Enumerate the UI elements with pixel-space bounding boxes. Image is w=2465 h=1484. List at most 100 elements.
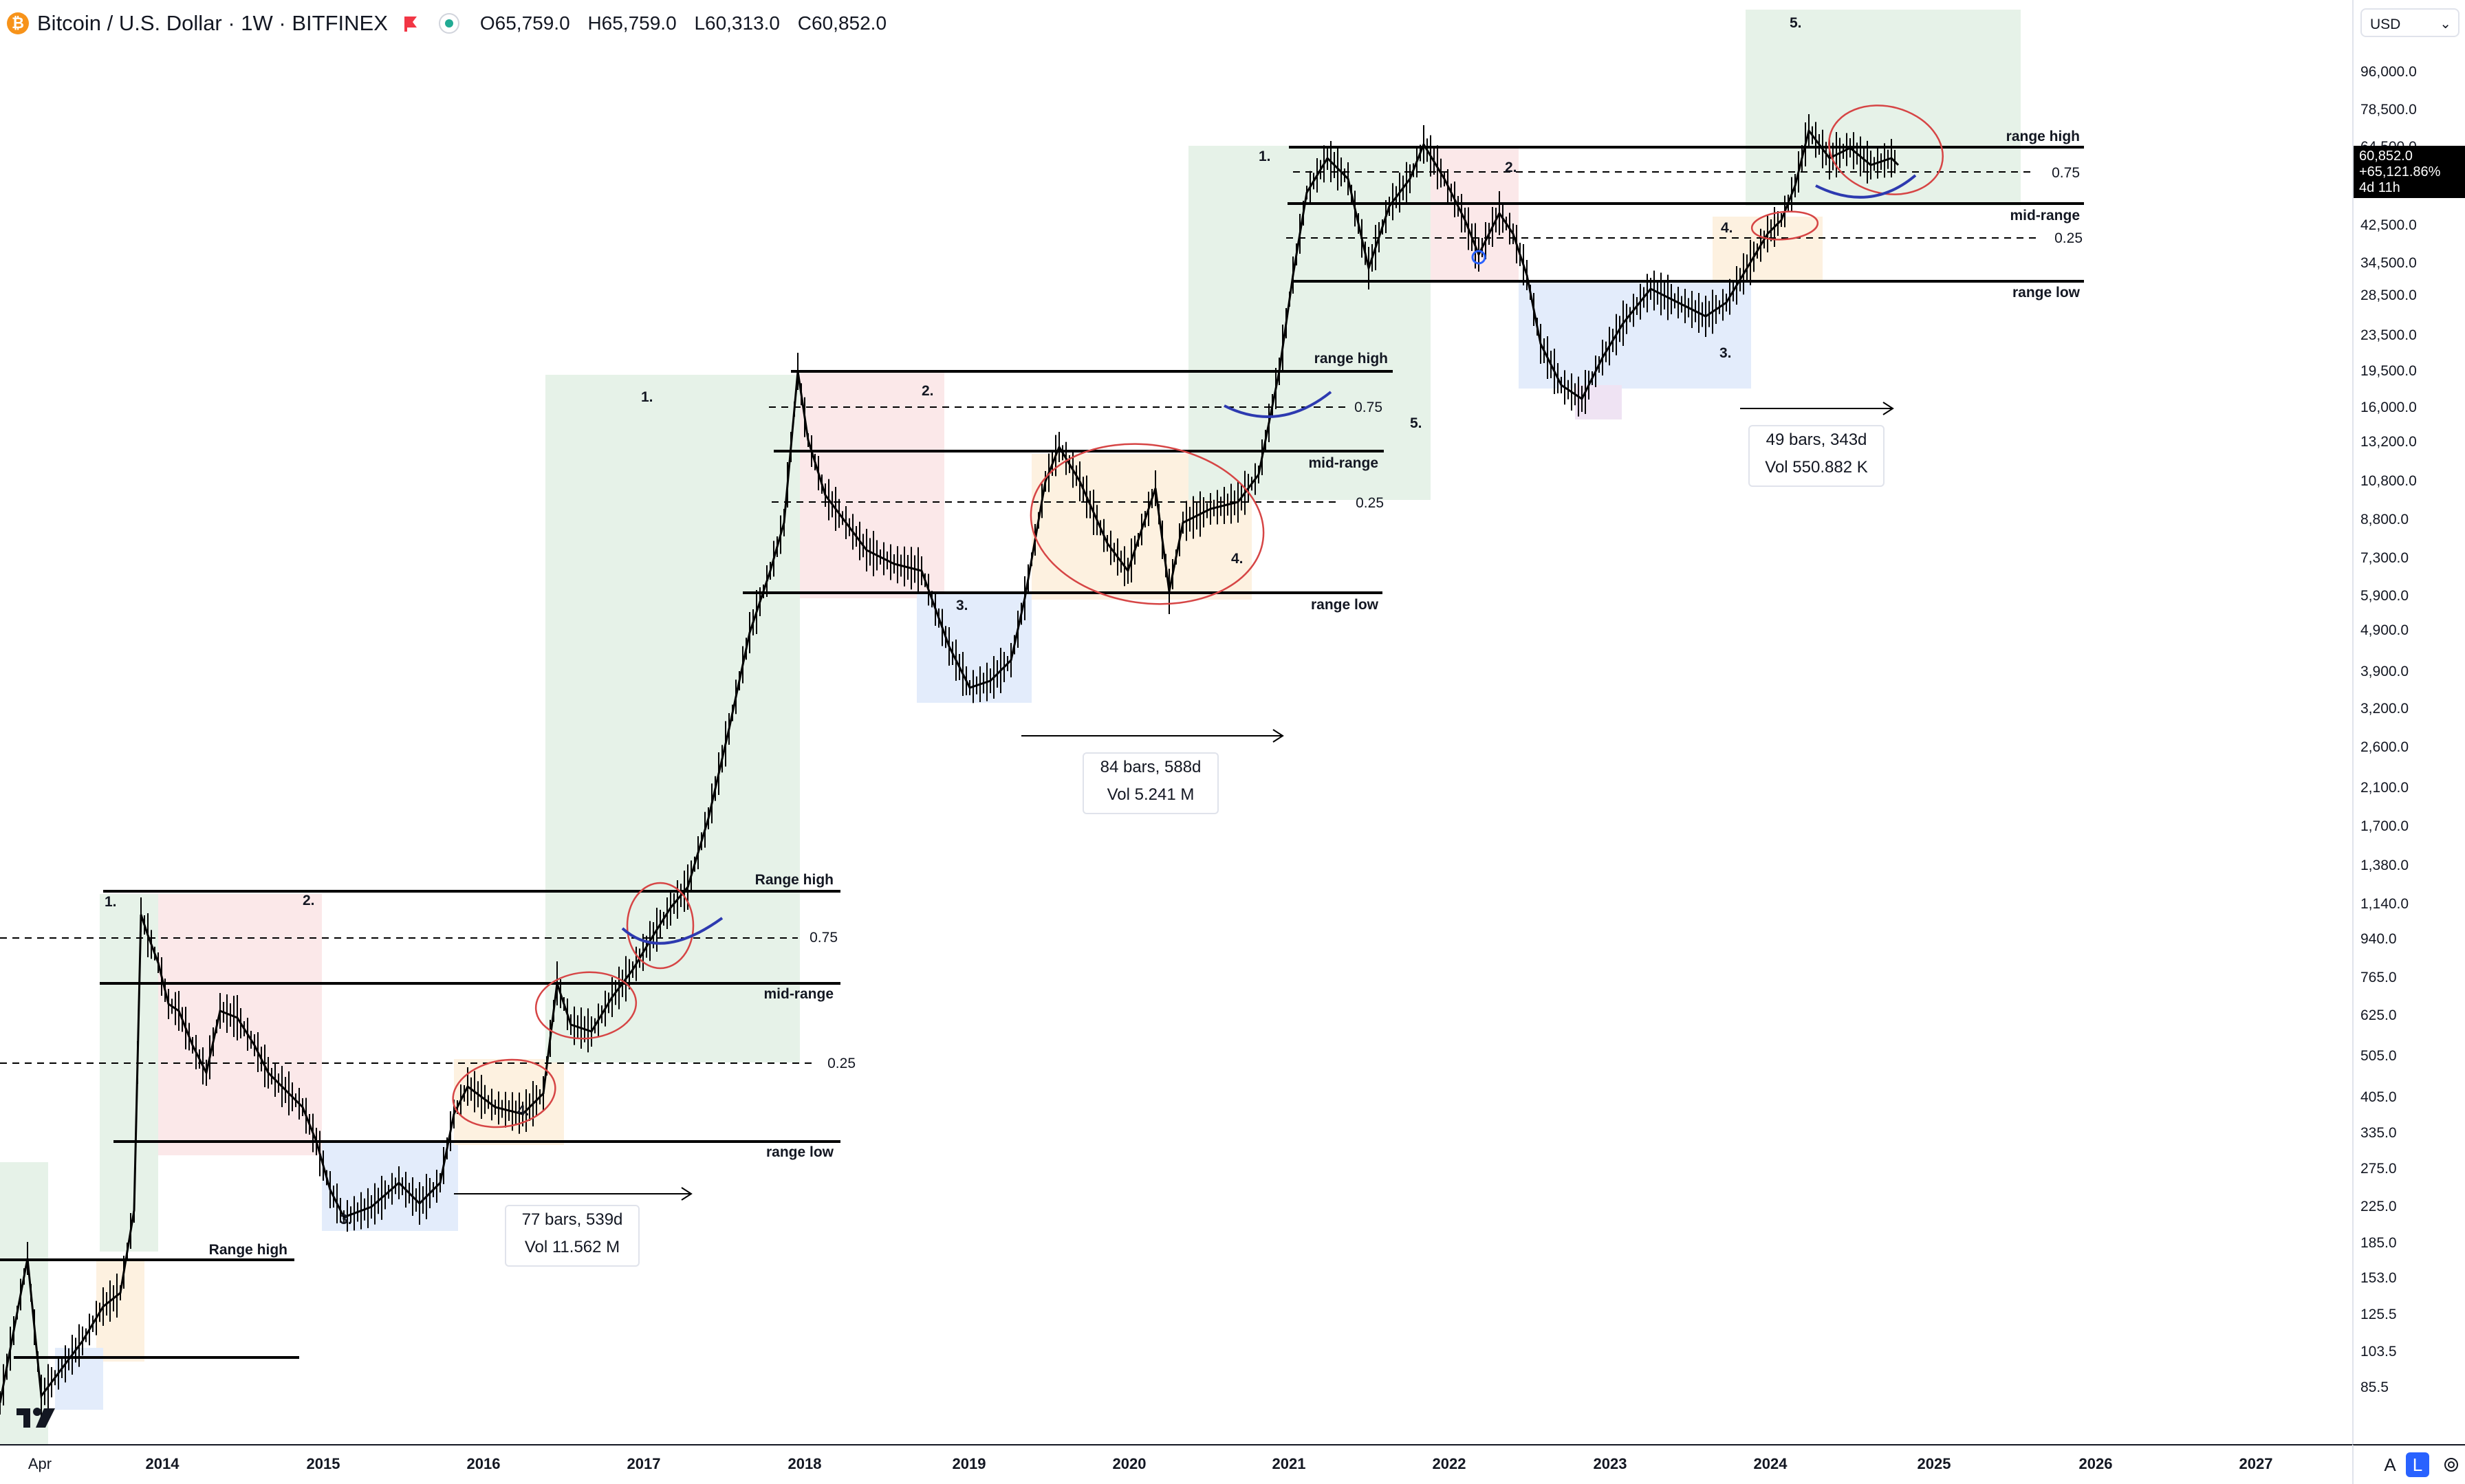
phase-zone (545, 375, 800, 1062)
price-tick-label: 96,000.0 (2360, 64, 2417, 80)
time-tick-label: 2026 (2078, 1455, 2113, 1472)
ohlc-values: O65,759.0 H65,759.0 L60,313.0 C60,852.0 (480, 12, 899, 34)
highlight-circle (1827, 105, 1944, 195)
time-axis[interactable]: Apr 2014 2015 2016 2017 2018 2019 2020 2021 2022 2… (0, 1444, 2352, 1484)
measure-volume: Vol 5.241 M (1107, 785, 1195, 804)
symbol-header: ₿ Bitcoin / U.S. Dollar · 1W · BITFINEX … (7, 8, 899, 39)
phase-label-1: 1. (1259, 149, 1271, 164)
time-tick-label: 2023 (1593, 1455, 1627, 1472)
price-tick-label: 4,900.0 (2360, 622, 2409, 638)
price-tick-label: 275.0 (2360, 1161, 2397, 1177)
phase-zone (800, 371, 944, 598)
range-low-label: range low (2012, 285, 2080, 301)
measure-volume: Vol 11.562 M (524, 1238, 620, 1256)
price-tick-label: 1,140.0 (2360, 896, 2409, 912)
price-change: +65,121.86% (2359, 164, 2441, 179)
currency-value: USD (2370, 17, 2401, 32)
price-tick-label: 3,900.0 (2360, 664, 2409, 679)
tradingview-logo[interactable] (14, 1403, 62, 1430)
close-value: C60,852.0 (797, 12, 887, 34)
measure-arrow-head (681, 1187, 693, 1201)
bitcoin-icon: ₿ (7, 12, 29, 34)
phase-label-3: 3. (1719, 345, 1732, 361)
mid-range-label: mid-range (763, 986, 834, 1002)
time-tick-label: 2016 (466, 1455, 501, 1472)
price-tick-label: 28,500.0 (2360, 287, 2417, 303)
trend-arc (1224, 391, 1332, 418)
measure-bars: 49 bars, 343d (1766, 430, 1867, 449)
highlight-circle (1030, 443, 1265, 605)
market-status-icon[interactable] (438, 13, 459, 34)
fib-025-label: 0.25 (1356, 495, 1384, 511)
price-tick-label: 103.5 (2360, 1344, 2397, 1360)
price-tick-label: 23,500.0 (2360, 327, 2417, 343)
price-tick-label: 8,800.0 (2360, 512, 2409, 527)
price-tick-label: 7,300.0 (2360, 550, 2409, 566)
highlight-circle (452, 1058, 556, 1128)
phase-label-2: 2. (1505, 160, 1517, 175)
measure-box[interactable]: 84 bars, 588d Vol 5.241 M (1083, 752, 1219, 814)
price-axis[interactable]: USD ⌄ 96,000.078,500.064,500.042,500.034… (2352, 0, 2465, 1444)
price-tick-label: 625.0 (2360, 1007, 2397, 1023)
price-tick-label: 2,100.0 (2360, 780, 2409, 796)
range-high-label: Range high (754, 872, 834, 888)
time-tick-label: 2018 (788, 1455, 822, 1472)
measure-box[interactable]: 77 bars, 539d Vol 11.562 M (505, 1205, 640, 1267)
time-tick-label: 2014 (145, 1455, 180, 1472)
fib-025-label: 0.25 (2054, 230, 2083, 246)
measure-bars: 77 bars, 539d (521, 1210, 623, 1229)
axis-corner: A L (2352, 1444, 2465, 1484)
price-tick-label: 16,000.0 (2360, 400, 2417, 415)
mid-range-label: mid-range (2010, 208, 2080, 223)
measure-box[interactable]: 49 bars, 343d Vol 550.882 K (1748, 425, 1885, 487)
auto-scale-button[interactable]: A (2384, 1454, 2396, 1475)
phase-label-5: 5. (1790, 15, 1802, 31)
bar-countdown: 4d 11h (2359, 180, 2400, 195)
phase-label-2: 2. (922, 383, 934, 399)
price-tick-label: 34,500.0 (2360, 255, 2417, 271)
time-tick-label: Apr (28, 1455, 52, 1472)
last-price: 60,852.0 (2359, 149, 2413, 164)
price-tick-label: 1,700.0 (2360, 818, 2409, 834)
drawing-anchor (1471, 250, 1486, 265)
time-tick-label: 2019 (952, 1455, 986, 1472)
fib-075-label: 0.75 (1354, 400, 1382, 415)
phase-zone (96, 1258, 144, 1362)
price-tick-label: 153.0 (2360, 1270, 2397, 1286)
log-scale-button[interactable]: L (2406, 1452, 2429, 1477)
highlight-circle (534, 971, 638, 1040)
time-tick-label: 2017 (627, 1455, 661, 1472)
range-low-label: range low (1310, 597, 1378, 613)
range-high-label-early: Range high (208, 1242, 287, 1258)
phase-label-4: 4. (517, 1103, 530, 1119)
trend-arc (1815, 174, 1917, 199)
chevron-down-icon: ⌄ (2440, 17, 2451, 32)
price-tick-label: 940.0 (2360, 931, 2397, 947)
gear-icon[interactable] (2442, 1455, 2461, 1474)
low-value: L60,313.0 (694, 12, 781, 34)
open-value: O65,759.0 (479, 12, 570, 34)
phase-label-1: 1. (105, 894, 117, 910)
price-tick-label: 335.0 (2360, 1125, 2397, 1141)
highlight-circle (626, 882, 695, 970)
range-high-label: range high (2006, 129, 2080, 144)
last-price-label: 60,852.0 +65,121.86% 4d 11h (2354, 146, 2465, 198)
price-tick-label: 765.0 (2360, 970, 2397, 985)
chart-area[interactable]: ₿ Bitcoin / U.S. Dollar · 1W · BITFINEX … (0, 0, 2352, 1444)
phase-zone (0, 1162, 48, 1444)
flag-icon[interactable] (403, 15, 418, 32)
price-tick-label: 10,800.0 (2360, 473, 2417, 489)
price-tick-label: 5,900.0 (2360, 588, 2409, 604)
time-tick-label: 2022 (1432, 1455, 1466, 1472)
time-tick-label: 2025 (1917, 1455, 1951, 1472)
phase-zone (1575, 385, 1622, 419)
time-tick-label: 2024 (1753, 1455, 1788, 1472)
symbol-title[interactable]: Bitcoin / U.S. Dollar · 1W · BITFINEX (37, 11, 388, 35)
highlight-circle (1750, 210, 1819, 241)
measure-arrow-head (1272, 729, 1284, 743)
phase-label-2: 2. (303, 893, 315, 908)
currency-select[interactable]: USD ⌄ (2360, 8, 2459, 37)
price-tick-label: 19,500.0 (2360, 363, 2417, 379)
price-chart[interactable] (0, 0, 2352, 1444)
time-tick-label: 2027 (2239, 1455, 2273, 1472)
